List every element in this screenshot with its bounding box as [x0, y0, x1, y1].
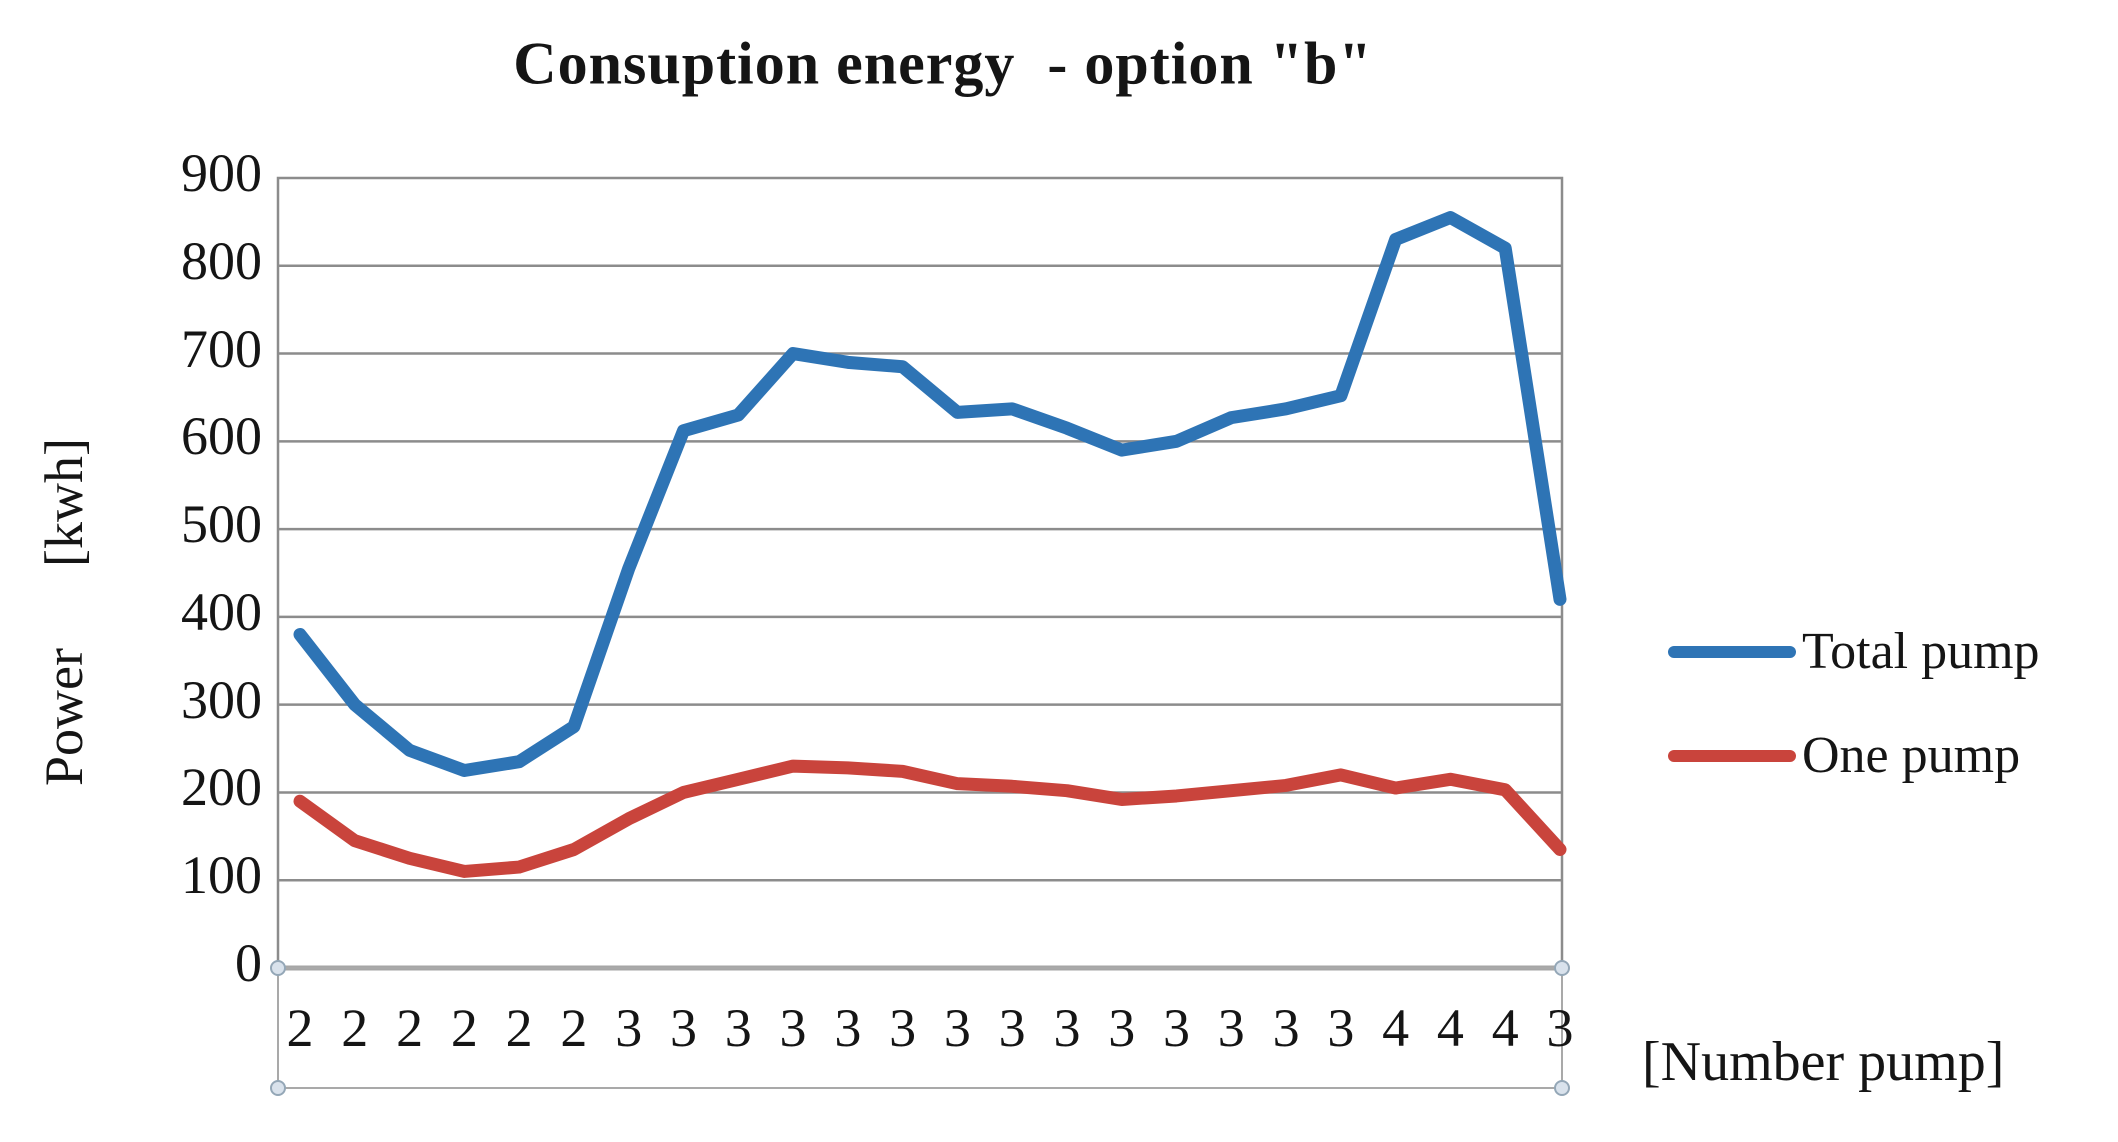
x-tick-label: 3 — [889, 998, 917, 1058]
x-tick-label: 4 — [1491, 998, 1519, 1058]
selection-handle[interactable] — [270, 960, 286, 976]
chart-title: Consuption energy - option "b" — [513, 30, 1373, 97]
x-tick-label: 3 — [1546, 998, 1574, 1058]
x-tick-label: 3 — [998, 998, 1026, 1058]
selection-handle[interactable] — [1554, 1080, 1570, 1096]
legend-swatch-total-pump — [1668, 645, 1796, 658]
series-line-total-pump[interactable] — [293, 211, 1567, 777]
series-line-one-pump[interactable] — [293, 759, 1567, 878]
x-tick-label: 2 — [560, 998, 588, 1058]
x-tick-label: 3 — [1163, 998, 1191, 1058]
x-tick-label: 3 — [1108, 998, 1136, 1058]
y-tick-label: 400 — [181, 581, 262, 642]
x-axis-title: [Number pump] — [1642, 1031, 2005, 1093]
x-tick-label: 3 — [669, 998, 697, 1058]
selection-handle[interactable] — [1554, 960, 1570, 976]
y-tick-label: 600 — [181, 406, 262, 467]
selection-handle[interactable] — [270, 1080, 286, 1096]
x-tick-label: 3 — [615, 998, 643, 1058]
legend-item-one-pump: One pump — [1668, 726, 2020, 785]
y-tick-label: 800 — [181, 230, 262, 291]
x-tick-label: 2 — [341, 998, 369, 1058]
y-tick-label: 200 — [181, 757, 262, 818]
legend-swatch-one-pump — [1668, 749, 1796, 762]
x-tick-label: 3 — [724, 998, 752, 1058]
x-tick-label: 4 — [1436, 998, 1464, 1058]
x-tick-label: 3 — [1272, 998, 1300, 1058]
x-tick-label: 3 — [834, 998, 862, 1058]
x-tick-label: 2 — [286, 998, 314, 1058]
x-axis-label-strip[interactable] — [277, 967, 1563, 1089]
x-tick-label: 3 — [1217, 998, 1245, 1058]
x-tick-label: 3 — [1327, 998, 1355, 1058]
y-tick-label: 0 — [235, 933, 262, 993]
y-tick-label: 300 — [181, 669, 262, 730]
legend-item-total-pump: Total pump — [1668, 622, 2040, 681]
x-tick-label: 2 — [450, 998, 478, 1058]
x-tick-label: 2 — [505, 998, 533, 1058]
x-tick-label: 2 — [396, 998, 424, 1058]
y-tick-label: 500 — [181, 494, 262, 555]
x-tick-label: 3 — [1053, 998, 1081, 1058]
x-tick-label: 3 — [779, 998, 807, 1058]
x-tick-label: 3 — [943, 998, 971, 1058]
legend-label-total-pump: Total pump — [1802, 623, 2040, 680]
y-tick-label: 100 — [181, 845, 262, 906]
x-tick-label: 4 — [1382, 998, 1410, 1058]
legend-label-one-pump: One pump — [1802, 727, 2021, 784]
y-tick-label: 700 — [181, 318, 262, 379]
y-tick-label: 900 — [181, 143, 262, 203]
